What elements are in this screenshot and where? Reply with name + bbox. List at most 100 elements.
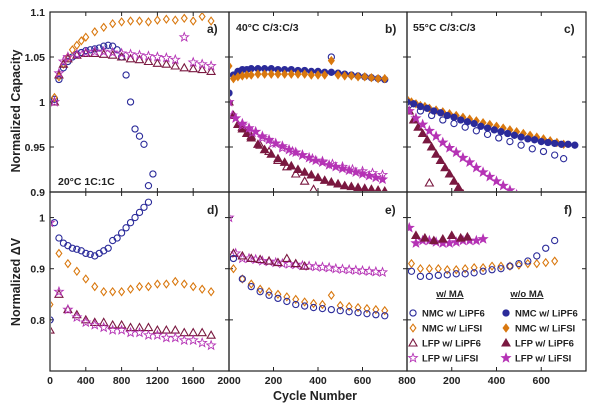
data-point: [53, 285, 65, 297]
panel-a-condition: 20°C 1C:1C: [58, 176, 115, 188]
data-point: [425, 263, 433, 274]
data-point: [197, 327, 208, 337]
legend-marker-filled: [501, 337, 511, 347]
data-point: [71, 48, 83, 60]
data-point: [345, 301, 353, 312]
data-point: [470, 119, 478, 128]
data-point: [343, 164, 355, 176]
data-point: [428, 235, 439, 245]
data-point: [169, 331, 181, 343]
data-point: [267, 69, 275, 79]
data-point: [230, 98, 235, 107]
data-point: [510, 131, 519, 139]
data-point: [107, 46, 119, 58]
data-point: [408, 258, 416, 269]
data-point: [422, 134, 433, 144]
data-point: [544, 138, 552, 147]
data-point: [230, 263, 237, 274]
data-point: [273, 155, 283, 165]
data-point: [134, 322, 145, 332]
data-point: [316, 155, 329, 167]
data-point: [477, 122, 485, 130]
data-point: [353, 182, 363, 191]
data-point: [488, 261, 496, 271]
panel-a-ytick-label: 1: [39, 97, 45, 109]
data-point: [307, 70, 315, 80]
data-point: [144, 17, 152, 27]
legend-marker-open: [407, 352, 419, 363]
data-point: [366, 167, 379, 178]
data-point: [127, 284, 135, 294]
panel-c-title: 55°C C/3:C/3: [413, 22, 476, 34]
data-point: [309, 303, 318, 312]
data-point: [314, 70, 322, 80]
data-point: [506, 261, 514, 271]
data-point: [86, 250, 94, 259]
data-point: [453, 182, 464, 191]
panel-e-xtick-label: 200: [265, 375, 283, 387]
data-point: [80, 46, 92, 58]
data-point: [564, 140, 572, 148]
data-point: [143, 56, 154, 66]
data-point: [343, 263, 355, 275]
data-point: [98, 321, 110, 333]
panel-a-ytick-label: 0.9: [30, 187, 45, 199]
data-point: [346, 163, 359, 175]
data-point: [551, 256, 559, 266]
data-point: [372, 311, 380, 319]
data-point: [430, 130, 442, 141]
data-point: [187, 56, 199, 68]
panel-d-xtick-label: 1600: [182, 375, 206, 387]
data-point: [153, 279, 161, 289]
data-point: [437, 233, 448, 243]
data-point: [336, 263, 349, 274]
panel-e-xtick-label: 2000: [217, 375, 241, 387]
data-point: [461, 123, 469, 131]
data-point: [205, 60, 217, 71]
data-point: [152, 324, 163, 334]
data-point: [497, 265, 505, 273]
panel-d-xtick-label: 1200: [146, 375, 170, 387]
data-point: [133, 49, 146, 60]
data-point: [376, 169, 389, 180]
data-point: [80, 316, 92, 328]
panel-f-xtick-label: 600: [532, 375, 550, 387]
data-point: [68, 244, 77, 252]
data-point: [354, 302, 362, 313]
panel-f-xtick-label: 400: [488, 375, 506, 387]
data-point: [443, 265, 451, 275]
data-point: [376, 173, 389, 185]
data-point: [363, 303, 371, 314]
data-point: [122, 71, 130, 79]
data-point: [252, 139, 263, 148]
data-point: [479, 267, 487, 275]
legend-label-filled: NMC w/ LiPF6: [515, 309, 578, 320]
data-point: [439, 116, 447, 124]
data-point: [524, 257, 532, 265]
data-point: [274, 294, 282, 303]
panel-d-ytick-label: 0.9: [30, 264, 45, 276]
panel-f-xtick-label: 800: [398, 375, 416, 387]
panel-d-xtick-label: 800: [113, 375, 131, 387]
data-point: [256, 284, 264, 294]
data-point: [557, 140, 566, 148]
data-point: [452, 265, 460, 275]
data-point: [504, 129, 512, 138]
data-point: [354, 309, 362, 317]
data-point: [274, 69, 282, 79]
data-point: [238, 275, 246, 283]
data-point: [187, 334, 199, 346]
data-point: [207, 16, 215, 26]
data-point: [230, 62, 233, 70]
data-point: [530, 136, 539, 144]
data-point: [247, 279, 255, 289]
data-point: [206, 66, 217, 75]
data-point: [515, 188, 518, 191]
data-point: [230, 254, 238, 263]
data-point: [292, 300, 300, 309]
panel-a-ytick-label: 1.05: [25, 52, 46, 64]
data-point: [230, 248, 239, 257]
data-point: [230, 89, 233, 97]
data-point: [444, 168, 455, 178]
data-point: [98, 45, 110, 57]
